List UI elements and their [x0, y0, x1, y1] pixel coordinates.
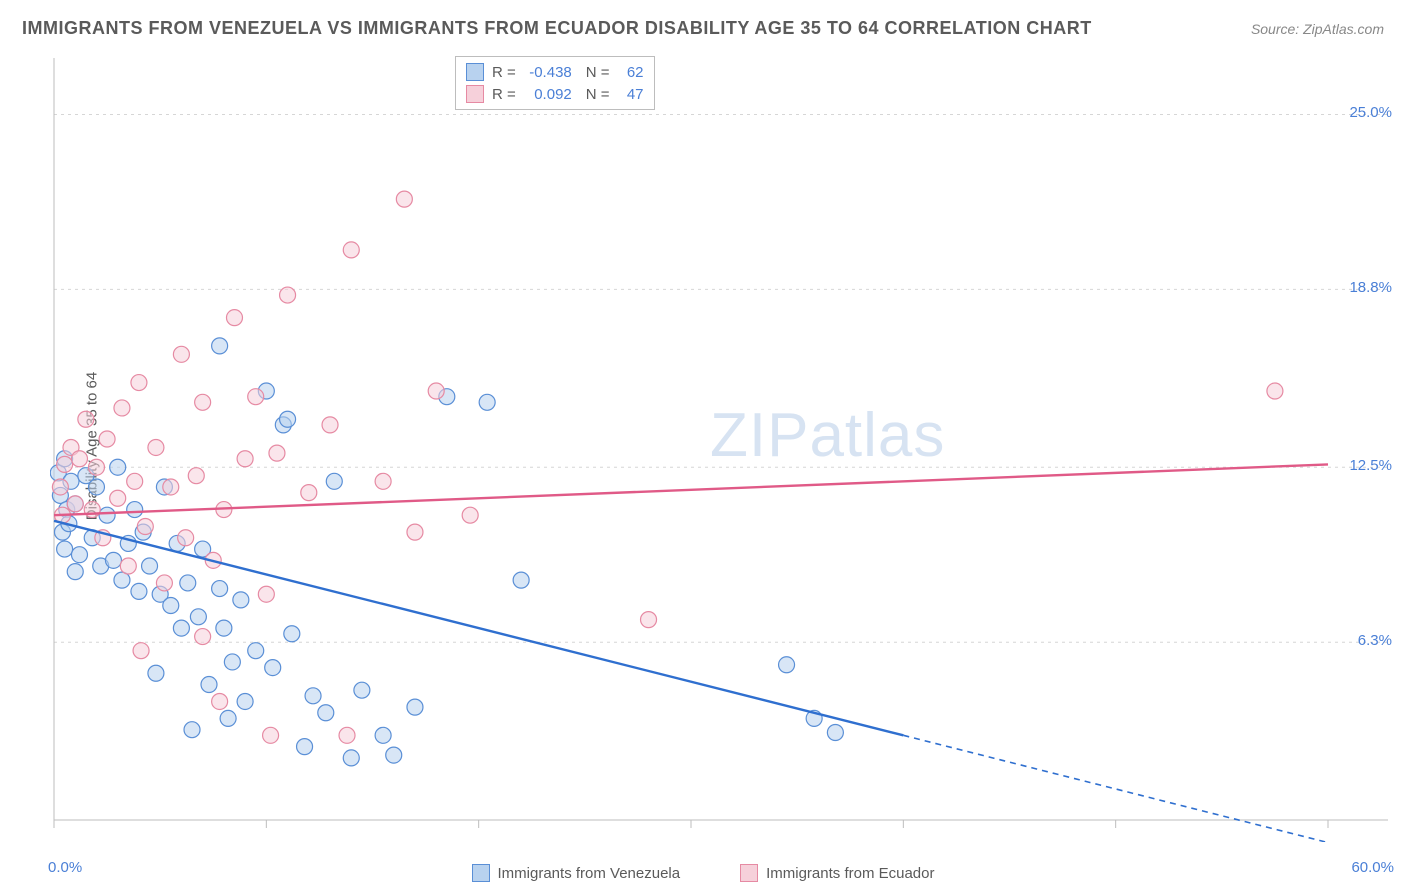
legend: Immigrants from Venezuela Immigrants fro… [0, 864, 1406, 882]
stat-n-value: 62 [618, 64, 644, 81]
y-axis-tick-label: 6.3% [1358, 632, 1392, 649]
scatter-chart-svg [50, 50, 1398, 842]
legend-item: Immigrants from Ecuador [740, 864, 934, 882]
stat-n-label: N = [586, 64, 610, 81]
chart-header: IMMIGRANTS FROM VENEZUELA VS IMMIGRANTS … [22, 18, 1384, 39]
stat-n-value: 47 [618, 86, 644, 103]
correlation-stats-box: R = -0.438 N = 62 R = 0.092 N = 47 [455, 56, 655, 110]
stat-row: R = -0.438 N = 62 [466, 61, 644, 83]
stat-n-label: N = [586, 86, 610, 103]
y-axis-tick-label: 18.8% [1349, 279, 1392, 296]
source-attribution: Source: ZipAtlas.com [1251, 21, 1384, 37]
legend-label: Immigrants from Venezuela [498, 865, 681, 882]
stat-r-label: R = [492, 64, 516, 81]
stat-r-label: R = [492, 86, 516, 103]
stat-swatch [466, 85, 484, 103]
legend-swatch [472, 864, 490, 882]
chart-title: IMMIGRANTS FROM VENEZUELA VS IMMIGRANTS … [22, 18, 1092, 39]
legend-label: Immigrants from Ecuador [766, 865, 934, 882]
stat-r-value: -0.438 [524, 64, 572, 81]
stat-swatch [466, 63, 484, 81]
plot-area: ZIPatlas R = -0.438 N = 62 R = 0.092 N =… [50, 50, 1398, 842]
legend-swatch [740, 864, 758, 882]
stat-row: R = 0.092 N = 47 [466, 83, 644, 105]
y-axis-tick-label: 12.5% [1349, 457, 1392, 474]
legend-item: Immigrants from Venezuela [472, 864, 681, 882]
y-axis-tick-label: 25.0% [1349, 104, 1392, 121]
stat-r-value: 0.092 [524, 86, 572, 103]
